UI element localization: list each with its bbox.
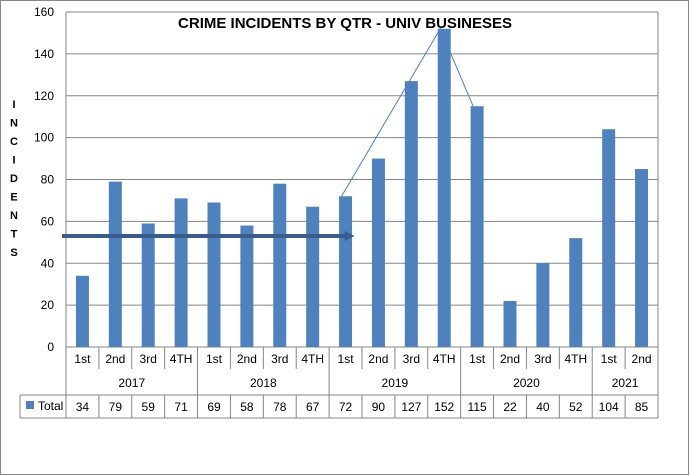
x-tick-label-quarter: 2nd <box>237 352 257 366</box>
y-axis-label-letter: I <box>12 99 15 111</box>
x-tick-label-year: 2020 <box>513 376 540 390</box>
x-tick-label-quarter: 1st <box>338 352 355 366</box>
x-tick-label-quarter: 2nd <box>368 352 388 366</box>
x-tick-label-quarter: 4TH <box>170 352 193 366</box>
trend-line <box>341 27 474 197</box>
data-table-value: 22 <box>503 400 517 414</box>
bar <box>174 198 188 347</box>
data-table-value: 90 <box>372 400 386 414</box>
bar <box>339 196 353 347</box>
x-tick-label-year: 2018 <box>250 376 277 390</box>
x-tick-label-year: 2017 <box>118 376 145 390</box>
bar <box>569 238 583 347</box>
data-table-value: 104 <box>599 400 619 414</box>
x-tick-label-quarter: 3rd <box>534 352 551 366</box>
bar <box>240 225 254 347</box>
x-tick-label-quarter: 3rd <box>140 352 157 366</box>
x-tick-label-quarter: 2nd <box>105 352 125 366</box>
y-tick-label: 60 <box>41 214 55 228</box>
bar <box>273 183 287 347</box>
x-tick-label-quarter: 2nd <box>500 352 520 366</box>
bar <box>306 206 320 347</box>
data-table-value: 152 <box>434 400 454 414</box>
data-table-value: 69 <box>207 400 221 414</box>
y-tick-label: 0 <box>47 340 54 354</box>
data-table-value: 34 <box>76 400 90 414</box>
x-tick-label-quarter: 1st <box>206 352 223 366</box>
bar <box>75 275 89 347</box>
bar <box>470 106 484 347</box>
bar <box>371 158 385 347</box>
bar <box>437 28 451 347</box>
bar <box>536 263 550 347</box>
x-tick-label-quarter: 1st <box>469 352 486 366</box>
bar <box>108 181 122 347</box>
y-axis-label-letter: T <box>11 229 18 241</box>
x-tick-label-quarter: 3rd <box>403 352 420 366</box>
y-axis-label-letter: S <box>10 247 17 259</box>
data-table-value: 79 <box>109 400 123 414</box>
data-table-value: 59 <box>142 400 156 414</box>
bar <box>141 223 155 347</box>
bar <box>635 169 649 347</box>
y-tick-label: 140 <box>34 47 54 61</box>
x-tick-label-quarter: 4TH <box>564 352 587 366</box>
data-table-value: 78 <box>273 400 287 414</box>
data-table-value: 72 <box>339 400 353 414</box>
y-axis-label-letter: E <box>10 192 17 204</box>
data-table-value: 85 <box>635 400 649 414</box>
x-tick-label-quarter: 1st <box>74 352 91 366</box>
x-tick-label-quarter: 3rd <box>271 352 288 366</box>
data-table-value: 67 <box>306 400 320 414</box>
y-tick-label: 40 <box>41 256 55 270</box>
y-axis-label-letter: I <box>12 155 15 167</box>
data-table-value: 52 <box>569 400 583 414</box>
bar <box>503 300 517 347</box>
y-tick-label: 120 <box>34 89 54 103</box>
legend-label: Total <box>38 399 63 413</box>
y-axis-label-letter: D <box>10 173 18 185</box>
x-tick-label-quarter: 2nd <box>632 352 652 366</box>
y-tick-label: 160 <box>34 5 54 19</box>
y-tick-label: 100 <box>34 131 54 145</box>
x-tick-label-year: 2019 <box>382 376 409 390</box>
legend-swatch <box>26 401 34 409</box>
data-table-value: 115 <box>468 400 487 414</box>
y-tick-label: 80 <box>41 173 55 187</box>
data-table-value: 58 <box>240 400 254 414</box>
y-axis-label-letter: C <box>10 136 18 148</box>
data-table-value: 71 <box>174 400 188 414</box>
y-tick-label: 20 <box>41 298 55 312</box>
arrow-head <box>344 231 355 242</box>
y-axis-label-letter: N <box>10 210 18 222</box>
data-table-value: 127 <box>401 400 421 414</box>
data-table-value: 40 <box>536 400 550 414</box>
y-axis-label-letter: N <box>10 118 18 130</box>
bar <box>207 202 221 347</box>
x-tick-label-quarter: 1st <box>601 352 618 366</box>
x-tick-label-quarter: 4TH <box>301 352 324 366</box>
x-tick-label-quarter: 4TH <box>433 352 456 366</box>
chart-title: CRIME INCIDENTS BY QTR - UNIV BUSINESES <box>178 15 512 32</box>
bar <box>602 129 616 347</box>
bar <box>404 81 418 347</box>
x-tick-label-year: 2021 <box>612 376 639 390</box>
